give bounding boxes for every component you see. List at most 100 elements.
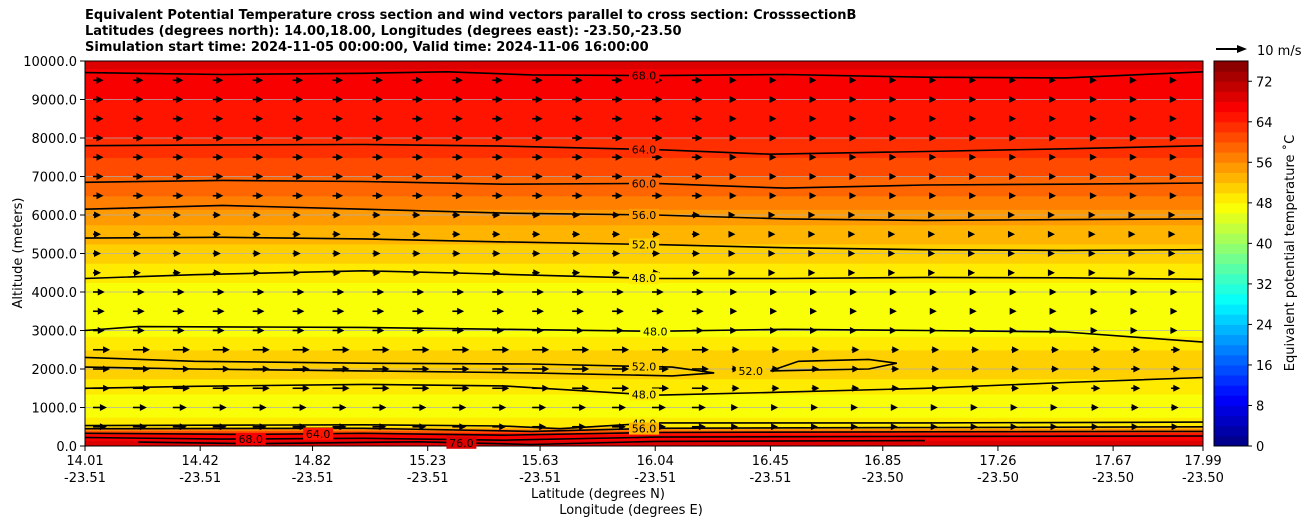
theta-e-band: [85, 438, 1203, 441]
wind-vector: [612, 134, 623, 142]
wind-vector: [412, 153, 423, 161]
wind-vector: [532, 327, 544, 334]
wind-vector: [931, 384, 940, 392]
wind-vector: [412, 365, 430, 373]
contour-label-bg: [629, 388, 659, 401]
theta-e-band: [85, 220, 1203, 224]
contour-label: 68.0: [632, 70, 657, 83]
y-tick-label: 2000.0: [32, 363, 78, 378]
wind-vector: [212, 115, 224, 123]
wind-vector: [971, 346, 980, 354]
wind-vector: [851, 384, 860, 392]
wind-vector: [212, 211, 221, 219]
wind-vector: [888, 211, 896, 219]
wind-vector: [771, 384, 780, 392]
theta-e-band: [85, 126, 1203, 129]
theta-e-band: [85, 189, 1203, 193]
quiver-key-arrowhead-icon: [1237, 45, 1247, 53]
wind-vector: [452, 307, 465, 315]
wind-vector: [412, 384, 430, 392]
theta-e-band: [85, 305, 1203, 308]
wind-vector: [172, 404, 187, 411]
theta-e-band: [85, 155, 1203, 158]
colorbar-swatch: [1214, 435, 1248, 447]
theta-e-band: [85, 386, 1203, 389]
wind-vector: [172, 115, 184, 123]
wind-vector: [889, 76, 897, 84]
wind-vector: [730, 288, 738, 296]
theta-e-band: [85, 349, 1203, 353]
wind-vector: [731, 404, 739, 411]
contour-line-68.0: [85, 435, 1203, 442]
wind-vector: [212, 230, 221, 238]
x-tick-label-lon: -23.51: [749, 471, 791, 486]
colorbar-swatch: [1214, 425, 1248, 437]
wind-vector: [1171, 423, 1179, 431]
wind-vector: [252, 230, 261, 238]
wind-vector: [1170, 288, 1178, 296]
wind-vector: [292, 365, 310, 373]
wind-vector: [1131, 384, 1141, 392]
wind-vector: [731, 384, 740, 392]
wind-vector: [332, 404, 347, 411]
wind-vector: [929, 76, 937, 84]
wind-vector: [92, 288, 105, 296]
wind-vector: [492, 307, 505, 315]
theta-e-band: [85, 268, 1203, 272]
wind-vector: [1049, 115, 1057, 123]
wind-vector: [928, 250, 936, 257]
wind-vector: [728, 269, 736, 277]
colorbar-frame: [1213, 60, 1249, 447]
theta-e-band: [85, 434, 1203, 437]
wind-vector: [332, 192, 344, 200]
quiver-key: 10 m/s: [1216, 44, 1302, 59]
theta-e-band: [85, 259, 1203, 262]
wind-vector: [1049, 288, 1057, 296]
wind-vector: [612, 423, 627, 431]
wind-vector: [888, 230, 896, 238]
colorbar-swatch: [1214, 283, 1248, 295]
wind-vector: [372, 269, 381, 277]
wind-vector: [572, 153, 583, 161]
wind-vector: [572, 115, 583, 123]
colorbar-swatch: [1214, 182, 1248, 194]
wind-vector: [292, 153, 304, 161]
theta-e-band: [85, 120, 1203, 124]
wind-vector: [92, 269, 102, 277]
colorbar-swatch: [1214, 253, 1248, 265]
wind-vector: [969, 307, 977, 315]
x-tick-label-lon: -23.50: [1092, 471, 1134, 486]
wind-vector: [1089, 192, 1097, 200]
wind-vector: [132, 211, 141, 219]
wind-vector: [292, 192, 304, 200]
wind-vector: [532, 250, 541, 257]
wind-vector: [968, 230, 976, 238]
colorbar-tick-label: 64: [1256, 116, 1273, 131]
colorbar-tick-label: 40: [1256, 237, 1273, 252]
wind-vector: [452, 365, 470, 373]
colorbar-swatch: [1214, 324, 1248, 336]
theta-e-band: [85, 232, 1203, 235]
theta-e-band: [85, 141, 1203, 145]
wind-vector: [492, 230, 501, 238]
contour-label: 76.0: [449, 437, 474, 450]
wind-vector: [452, 404, 467, 411]
wind-vector: [691, 365, 709, 373]
theta-e-band: [85, 199, 1203, 203]
contour-label-bg: [640, 325, 671, 338]
contour-label-bg: [303, 427, 334, 440]
wind-vector: [532, 153, 543, 161]
theta-e-band: [85, 384, 1203, 387]
wind-vector: [1009, 327, 1017, 334]
wind-vector: [612, 153, 623, 161]
wind-vector: [691, 250, 700, 257]
theta-e-band: [85, 415, 1203, 418]
theta-e-band: [85, 205, 1203, 208]
wind-vector: [1049, 76, 1057, 84]
theta-e-band: [85, 197, 1203, 201]
wind-vector: [889, 192, 897, 200]
wind-vector: [651, 288, 664, 296]
wind-vector: [691, 134, 703, 142]
x-tick-label-lat: 14.01: [66, 454, 103, 469]
theta-e-band: [85, 318, 1203, 322]
